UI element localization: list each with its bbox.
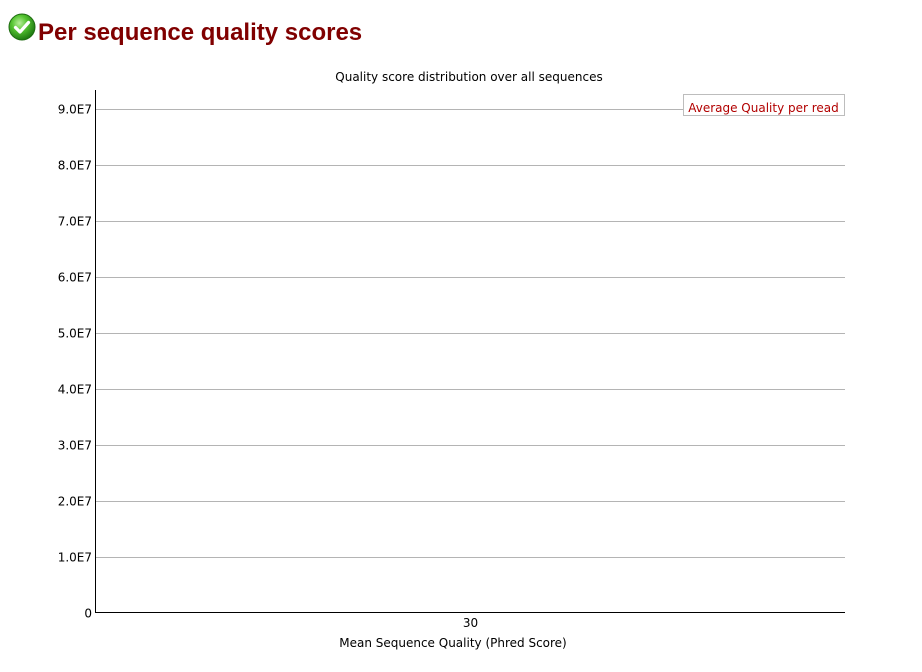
y-tick-label: 4.0E7 (58, 383, 92, 397)
y-tick-label: 6.0E7 (58, 271, 92, 285)
pass-check-icon (8, 13, 36, 41)
y-tick-label: 3.0E7 (58, 439, 92, 453)
x-axis-label: Mean Sequence Quality (Phred Score) (339, 636, 567, 650)
y-tick-label: 7.0E7 (58, 215, 92, 229)
chart-title: Quality score distribution over all sequ… (335, 70, 602, 84)
y-axis-tick-labels: 0 1.0E7 2.0E7 3.0E7 4.0E7 5.0E7 6.0E7 7.0E7 8.0E… (58, 103, 92, 621)
y-tick-label: 8.0E7 (58, 159, 92, 173)
module-title: Per sequence quality scores (38, 19, 363, 46)
x-axis-tick-labels: 30 (463, 616, 478, 630)
x-tick-label: 30 (463, 616, 478, 630)
y-tick-label: 1.0E7 (58, 551, 92, 565)
legend: Average Quality per read (683, 94, 845, 116)
legend-box (683, 94, 845, 116)
y-tick-label: 0 (84, 607, 92, 621)
legend-entry: Average Quality per read (688, 101, 839, 115)
y-tick-label: 2.0E7 (58, 495, 92, 509)
gridlines (96, 109, 845, 558)
module-header: Per sequence quality scores (8, 13, 363, 48)
y-tick-label: 5.0E7 (58, 327, 92, 341)
y-tick-label: 9.0E7 (58, 103, 92, 117)
